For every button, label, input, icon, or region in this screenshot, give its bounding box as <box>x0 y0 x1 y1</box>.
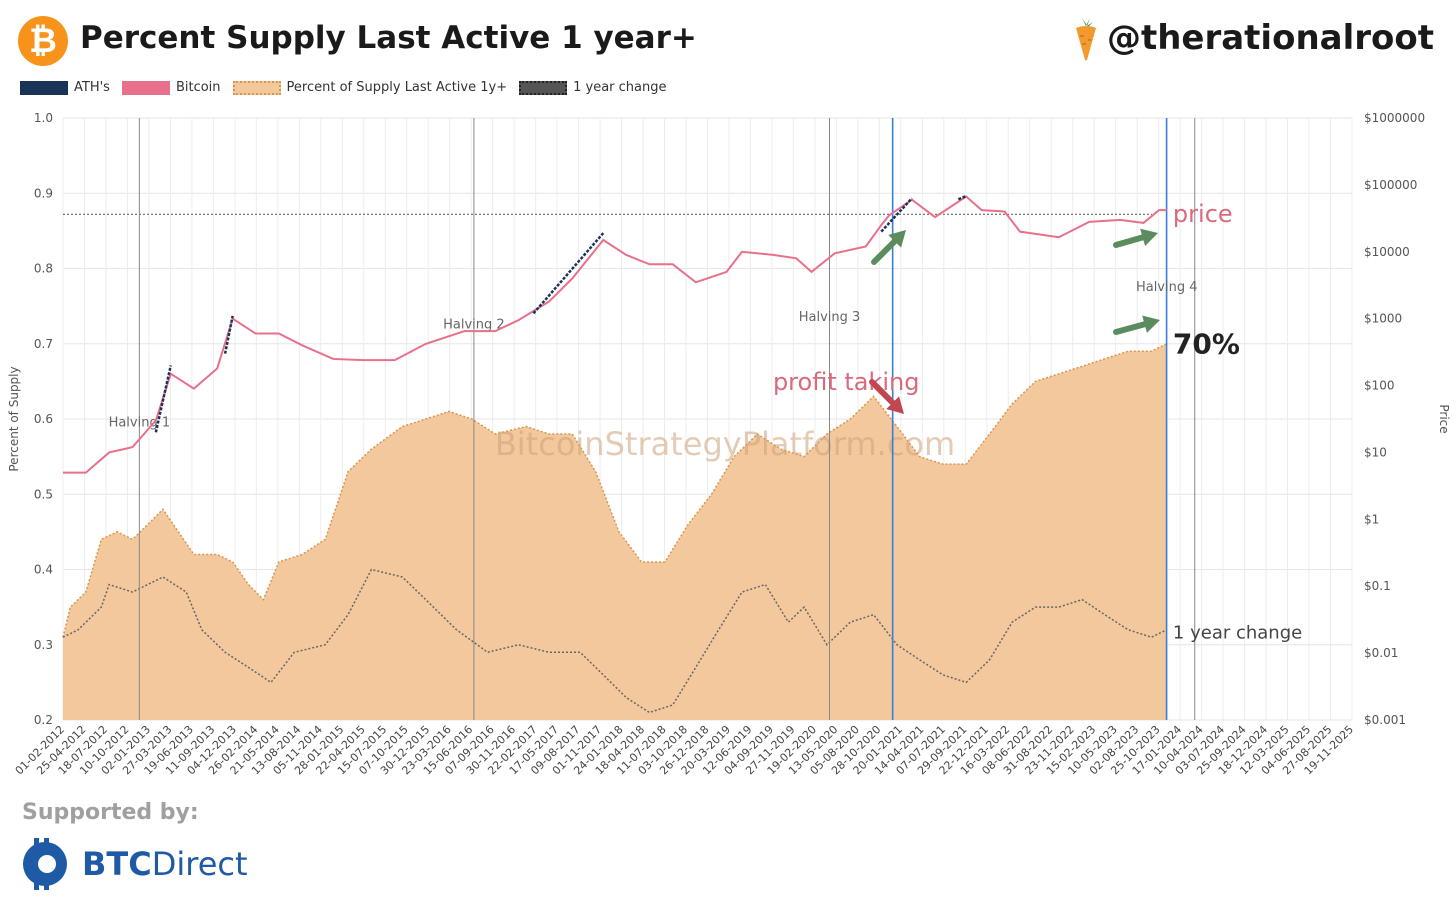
year-change-line <box>62 568 1168 714</box>
y-right-tick-label: $100000 <box>1364 178 1417 192</box>
y-left-tick-label: 0.7 <box>34 337 53 351</box>
y-left-tick-label: 0.5 <box>34 487 53 501</box>
btcdirect-bold: BTC <box>82 845 152 883</box>
y-right-tick-label: $0.001 <box>1364 713 1406 727</box>
y-left-tick-label: 0.9 <box>34 186 53 200</box>
arrow-icon <box>1113 234 1146 248</box>
y-right-tick-label: $10000 <box>1364 245 1410 259</box>
arrow-icon <box>871 238 898 265</box>
legend-label: Percent of Supply Last Active 1y+ <box>286 80 508 95</box>
header: ₿ Percent Supply Last Active 1 year+ @th… <box>0 0 1456 80</box>
halving-label: Halving 1 <box>109 416 171 431</box>
btcdirect-mark-icon <box>23 838 67 890</box>
halving-label: Halving 3 <box>799 310 861 325</box>
y-left-tick-label: 0.4 <box>34 563 53 577</box>
brand: @therationalroot <box>1073 14 1434 62</box>
arrow-icon <box>1113 321 1148 335</box>
ath-segment <box>957 194 967 201</box>
legend-swatch-bitcoin <box>121 80 170 95</box>
ath-segment <box>532 232 605 315</box>
legend-label: 1 year change <box>573 80 667 95</box>
ath-segment <box>880 197 913 233</box>
y-left-tick-label: 0.8 <box>34 262 53 276</box>
arrow-icon <box>869 379 896 406</box>
y-left-tick-label: 0.3 <box>34 638 53 652</box>
y-left-tick-label: 0.2 <box>34 713 53 727</box>
chart-title: Percent Supply Last Active 1 year+ <box>80 20 697 56</box>
legend-swatch-supply <box>232 80 281 95</box>
y-left-tick-label: 1.0 <box>34 111 53 125</box>
watermark: BitcoinStrategyPlatform.com <box>495 425 955 463</box>
bitcoin-logo-icon: ₿ <box>18 16 68 66</box>
y-right-tick-label: $100 <box>1364 379 1395 393</box>
y-right-tick-label: $1000000 <box>1364 111 1425 125</box>
ath-segment <box>223 315 234 354</box>
annotation-label: profit taking <box>773 368 920 396</box>
halving-label: Halving 2 <box>443 318 505 333</box>
annotation-label: 1 year change <box>1173 622 1302 643</box>
arrow-icon-head <box>1142 315 1160 333</box>
legend-swatch-year-change <box>519 80 568 95</box>
halving-label: Halving 4 <box>1136 280 1198 295</box>
y-right-axis-title: Price <box>1437 404 1451 433</box>
y-right-tick-label: $1 <box>1364 512 1379 526</box>
btcdirect-rest: Direct <box>151 845 248 883</box>
btcdirect-logo: BTCDirect <box>20 836 248 892</box>
legend: ATH's Bitcoin Percent of Supply Last Act… <box>20 80 679 95</box>
y-right-tick-label: $1000 <box>1364 312 1402 326</box>
annotation-label: 70% <box>1173 328 1240 361</box>
legend-item-supply[interactable]: Percent of Supply Last Active 1y+ <box>232 80 508 95</box>
y-right-tick-label: $10 <box>1364 445 1387 459</box>
y-right-tick-label: $0.01 <box>1364 646 1398 660</box>
supply-area <box>63 343 1167 720</box>
y-left-tick-label: 0.6 <box>34 412 53 426</box>
supported-by-label: Supported by: <box>22 800 199 825</box>
ath-segment <box>154 365 173 433</box>
brand-handle: @therationalroot <box>1106 18 1434 58</box>
legend-item-bitcoin[interactable]: Bitcoin <box>121 80 221 95</box>
legend-label: Bitcoin <box>175 80 221 95</box>
y-left-axis-title: Percent of Supply <box>7 366 21 471</box>
supply-chart: 0.2 0.3 0.4 0.5 0.6 0.7 0.8 0.9 1.0 $0.001 $0.01 $0… <box>7 111 1451 777</box>
arrow-icon-head <box>888 230 906 248</box>
y-right-tick-label: $0.1 <box>1364 579 1391 593</box>
legend-item-ath[interactable]: ATH's <box>20 80 110 95</box>
arrow-icon-head <box>886 396 904 414</box>
legend-item-year-change[interactable]: 1 year change <box>519 80 667 95</box>
carrot-icon <box>1075 18 1096 61</box>
arrow-icon-head <box>1140 228 1158 247</box>
legend-label: ATH's <box>74 80 110 95</box>
supply-line <box>62 343 1168 638</box>
annotation-label: price <box>1173 200 1233 228</box>
legend-swatch-ath <box>20 80 68 95</box>
btcdirect-wordmark: BTCDirect <box>82 845 248 883</box>
